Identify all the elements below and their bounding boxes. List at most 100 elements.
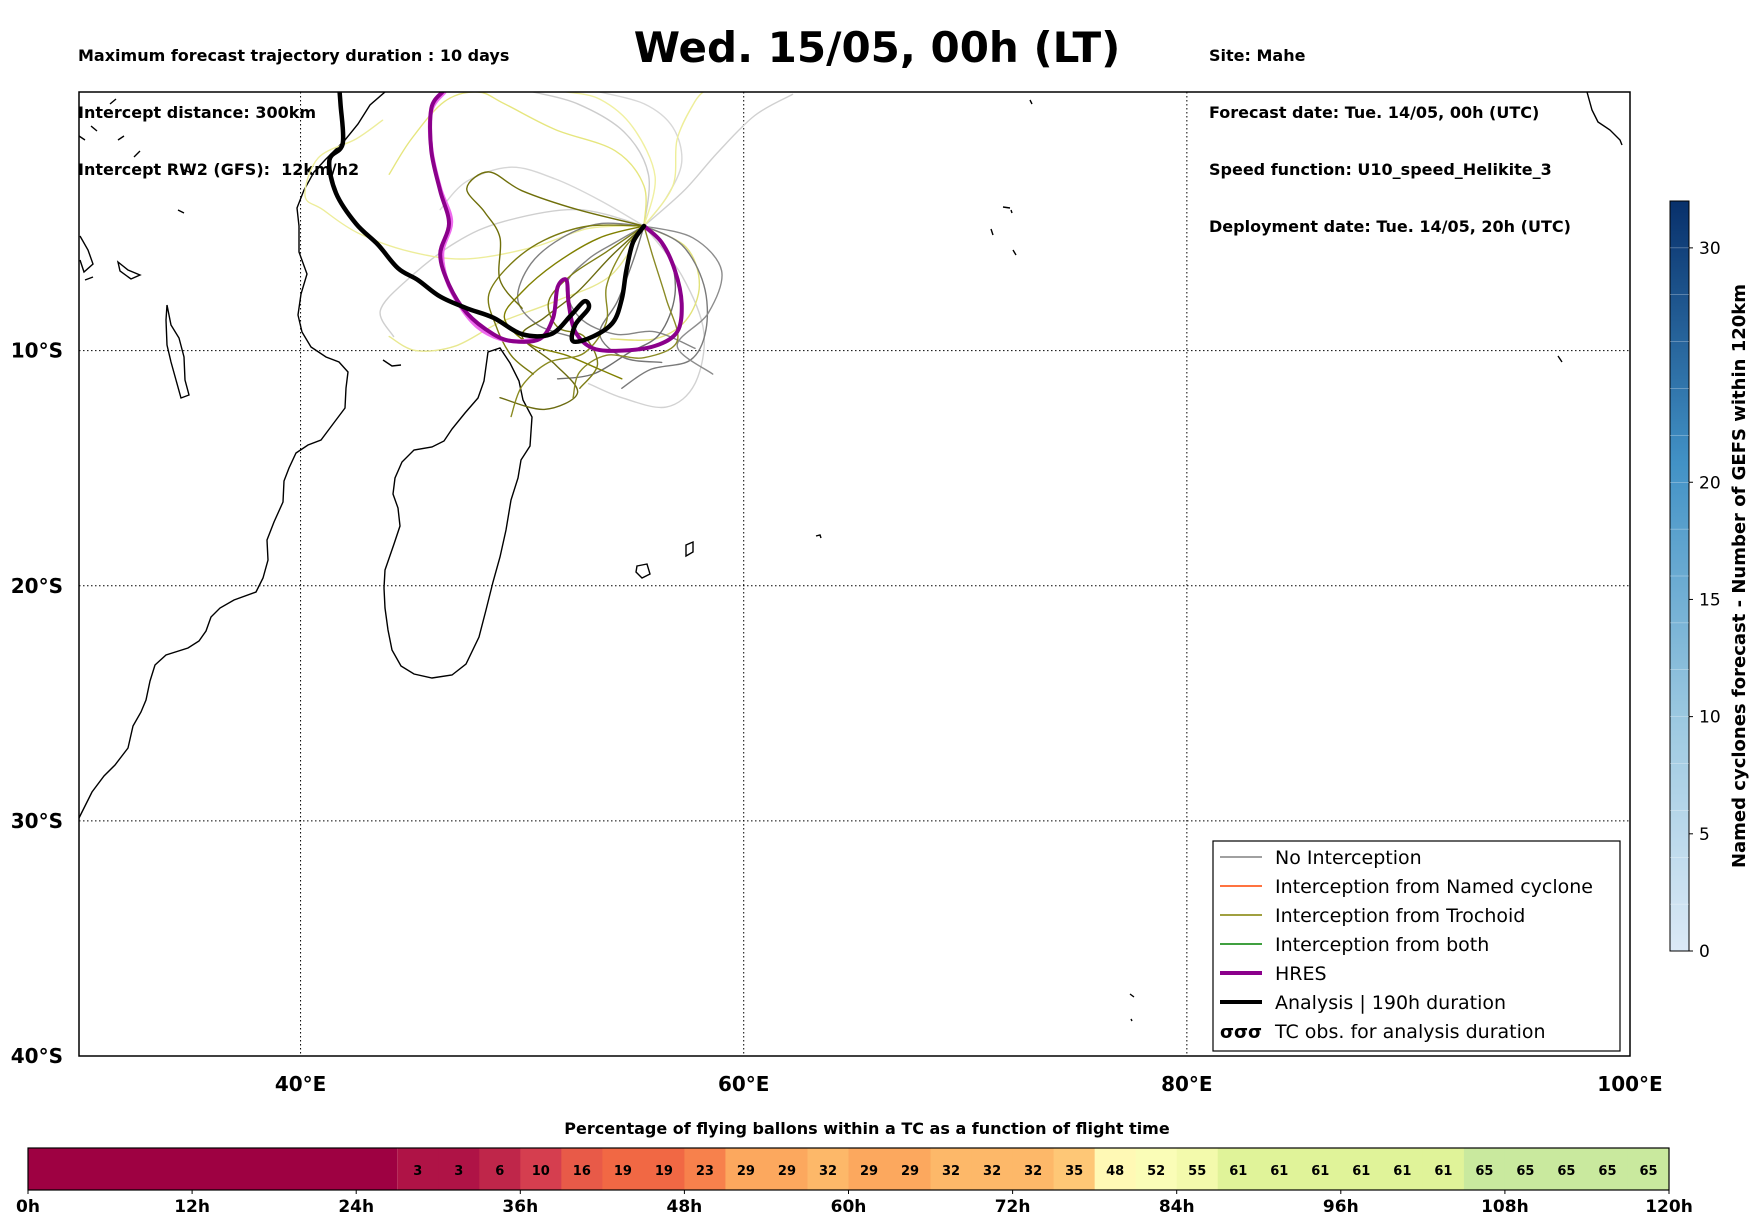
colorbar-bottom-cell-label: 65 [1475, 1164, 1493, 1179]
lake-coastline [116, 260, 142, 280]
trajectory-trochoid [503, 225, 645, 380]
colorbar-bottom-tick-label: 60h [831, 1197, 867, 1217]
header-left-line: Maximum forecast trajectory duration : 1… [78, 46, 510, 65]
colorbar-bottom-tick-label: 0h [16, 1197, 40, 1217]
legend-label: HRES [1275, 963, 1327, 985]
colorbar-bottom-tick-label: 96h [1323, 1197, 1359, 1217]
colorbar-bottom-title: Percentage of flying ballons within a TC… [564, 1119, 1170, 1138]
rodrigues-coastline [815, 534, 822, 539]
colorbar-bottom-cell [520, 1148, 562, 1190]
map-title: Wed. 15/05, 00h (LT) [633, 23, 1121, 72]
colorbar-bottom-cell [1299, 1148, 1342, 1190]
legend-label: Interception from Named cyclone [1275, 876, 1593, 898]
madagascar-coastline [165, 304, 190, 399]
trajectory-trochoid [388, 92, 647, 227]
header-right-line: Speed function: U10_speed_Helikite_3 [1209, 160, 1552, 179]
header-left-line: Intercept distance: 300km [78, 103, 317, 122]
colorbar-bottom-cell-label: 61 [1311, 1164, 1329, 1179]
colorbar-bottom-cell [889, 1148, 932, 1190]
colorbar-bottom-cell [766, 1148, 808, 1190]
lon-tick-label: 40°E [275, 1072, 327, 1096]
legend: No Interception Interception from Named c… [1212, 840, 1621, 1052]
colorbar-bottom-cell-label: 16 [573, 1164, 591, 1179]
colorbar-bottom-cell [1135, 1148, 1178, 1190]
colorbar-bottom-cell [1422, 1148, 1465, 1190]
colorbar-right-tick-label: 30 [1699, 239, 1721, 259]
colorbar-right-tick-label: 5 [1699, 825, 1710, 845]
trajectory-no-interception [598, 225, 663, 364]
trajectory-trochoid [466, 171, 645, 309]
africa-coastline [79, 92, 386, 819]
colorbar-bottom-tick-label: 84h [1159, 1197, 1195, 1217]
reunion-coastline [635, 563, 651, 579]
colorbar-right-label: Named cyclones forecast - Number of GEFS… [1729, 284, 1750, 868]
colorbar-bottom-cell-label: 23 [696, 1164, 714, 1179]
colorbar-bottom-cell-label: 65 [1516, 1164, 1534, 1179]
colorbar-bottom-cell [1463, 1148, 1506, 1190]
colorbar-bottom-cell [1176, 1148, 1219, 1190]
legend-label: Interception from Trochoid [1275, 905, 1525, 927]
africa-coastline [79, 98, 193, 281]
trajectory-no-interception [599, 92, 683, 227]
colorbar-bottom-cell [848, 1148, 891, 1190]
colorbar-bottom-cell [1217, 1148, 1260, 1190]
colorbar-right-tick-label: 10 [1699, 708, 1721, 728]
trajectory-no-interception [643, 93, 794, 227]
colorbar-bottom-cell-label: 65 [1557, 1164, 1575, 1179]
colorbar-bottom-cell [807, 1148, 849, 1190]
colorbar-bottom-cell [1504, 1148, 1547, 1190]
colorbar-bottom-cell-label: 65 [1598, 1164, 1616, 1179]
colorbar-bottom-cell-label: 19 [614, 1164, 632, 1179]
legend-label: TC obs. for analysis duration [1274, 1021, 1546, 1043]
colorbar-bottom-cell-label: 61 [1270, 1164, 1288, 1179]
trajectory-no-interception [643, 225, 723, 375]
trajectory-trochoid [610, 225, 701, 341]
lon-tick-label: 100°E [1597, 1072, 1662, 1096]
colorbar-bottom-cell-label: 29 [737, 1164, 755, 1179]
colorbar-bottom-cell [684, 1148, 726, 1190]
lat-tick-label: 10°S [11, 339, 63, 363]
colorbar-bottom-cell-label: 61 [1434, 1164, 1452, 1179]
colorbar-bottom-cell-label: 29 [860, 1164, 878, 1179]
colorbar-bottom-cell-label: 6 [495, 1164, 504, 1179]
lon-tick-label: 80°E [1161, 1072, 1213, 1096]
lat-tick-label: 20°S [11, 574, 63, 598]
legend-label: No Interception [1275, 847, 1422, 869]
colorbar-bottom-cell-label: 52 [1147, 1164, 1165, 1179]
colorbar-bottom-cell-label: 32 [819, 1164, 837, 1179]
colorbar-bottom-cell-label: 65 [1639, 1164, 1657, 1179]
legend-label: Analysis | 190h duration [1275, 992, 1506, 1014]
colorbar-bottom-cell [1012, 1148, 1055, 1190]
colorbar-right-tick-label: 0 [1699, 942, 1710, 962]
colorbar-bottom-cell-label: 3 [413, 1164, 422, 1179]
trajectory-trochoid [572, 225, 679, 399]
colorbar-bottom-cell [643, 1148, 685, 1190]
colorbar-bottom-cell [438, 1148, 480, 1190]
colorbar-bottom-cell [725, 1148, 767, 1190]
lake-coastline [79, 235, 94, 274]
colorbar-bottom-cell-label: 61 [1352, 1164, 1370, 1179]
colorbar-bottom-base [28, 1148, 398, 1190]
lat-tick-label: 30°S [11, 809, 63, 833]
legend-box [1212, 840, 1621, 1052]
header-right-line: Deployment date: Tue. 14/05, 20h (UTC) [1209, 217, 1571, 236]
comoros-coastline [382, 359, 402, 367]
coastlines [79, 92, 1623, 1022]
colorbar-bottom-cell-label: 61 [1229, 1164, 1247, 1179]
colorbar-bottom-tick-label: 24h [338, 1197, 374, 1217]
islands-coastline [990, 99, 1563, 1022]
colorbar-bottom-cell [479, 1148, 521, 1190]
trajectory-trochoid [643, 92, 705, 227]
colorbar-bottom-cell [1627, 1148, 1670, 1190]
colorbar-bottom-tick-label: 48h [667, 1197, 703, 1217]
colorbar-bottom-cell-label: 32 [942, 1164, 960, 1179]
trajectory-no-interception [621, 225, 709, 389]
trajectory-trochoid [547, 225, 645, 389]
colorbar-right: 0 5 10 15 20 30 Named cyclones forecast - Num… [1669, 200, 1750, 962]
colorbar-bottom-cell-label: 29 [901, 1164, 919, 1179]
colorbar-bottom-cell-label: 19 [655, 1164, 673, 1179]
colorbar-bottom-cell-label: 32 [1024, 1164, 1042, 1179]
colorbar-bottom-cell-label: 10 [532, 1164, 550, 1179]
trajectory-no-interception [587, 225, 706, 409]
mauritius-coastline [685, 540, 694, 558]
